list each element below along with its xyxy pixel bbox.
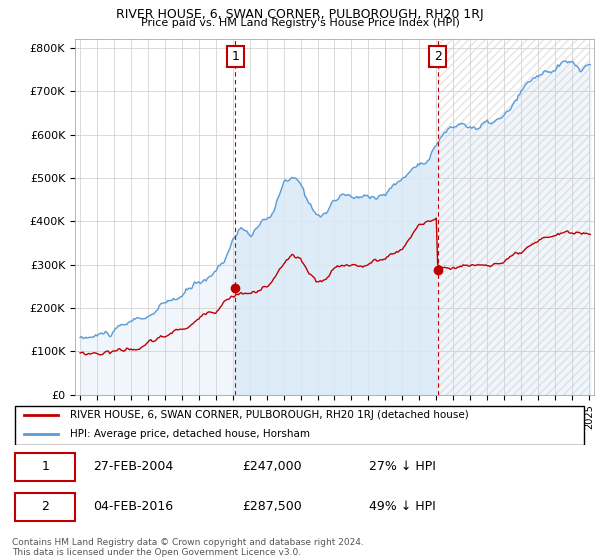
Text: 49% ↓ HPI: 49% ↓ HPI	[369, 501, 436, 514]
Text: 1: 1	[232, 50, 239, 63]
FancyBboxPatch shape	[15, 453, 76, 480]
FancyBboxPatch shape	[15, 405, 584, 445]
Text: £287,500: £287,500	[242, 501, 302, 514]
Text: 1: 1	[41, 460, 49, 473]
Text: HPI: Average price, detached house, Horsham: HPI: Average price, detached house, Hors…	[70, 429, 310, 439]
FancyBboxPatch shape	[15, 493, 76, 521]
Text: 27-FEB-2004: 27-FEB-2004	[92, 460, 173, 473]
Text: 27% ↓ HPI: 27% ↓ HPI	[369, 460, 436, 473]
Text: 2: 2	[41, 501, 49, 514]
Text: Contains HM Land Registry data © Crown copyright and database right 2024.
This d: Contains HM Land Registry data © Crown c…	[12, 538, 364, 557]
Text: RIVER HOUSE, 6, SWAN CORNER, PULBOROUGH, RH20 1RJ (detached house): RIVER HOUSE, 6, SWAN CORNER, PULBOROUGH,…	[70, 410, 469, 420]
Text: 04-FEB-2016: 04-FEB-2016	[92, 501, 173, 514]
Text: RIVER HOUSE, 6, SWAN CORNER, PULBOROUGH, RH20 1RJ: RIVER HOUSE, 6, SWAN CORNER, PULBOROUGH,…	[116, 8, 484, 21]
Text: Price paid vs. HM Land Registry's House Price Index (HPI): Price paid vs. HM Land Registry's House …	[140, 18, 460, 28]
Text: 2: 2	[434, 50, 442, 63]
Text: £247,000: £247,000	[242, 460, 302, 473]
